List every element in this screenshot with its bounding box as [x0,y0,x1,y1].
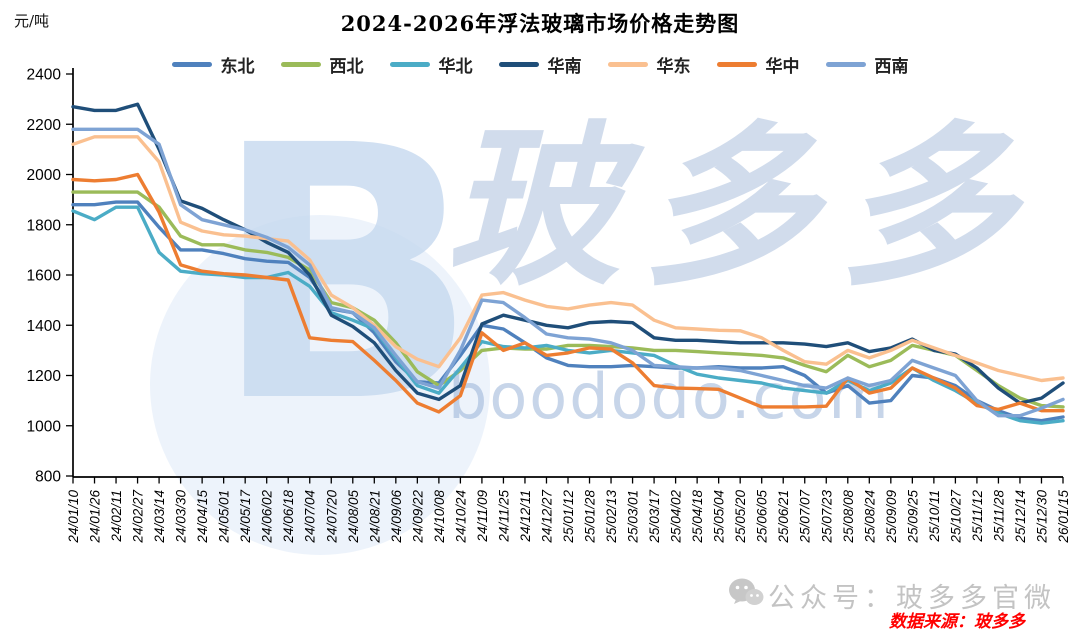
y-tick-label: 2400 [27,67,62,84]
series-line-华北 [71,205,1065,425]
x-tick-label: 24/12/27 [539,490,554,544]
series-line-西北 [71,190,1065,409]
legend-item: 华南 [498,52,582,77]
x-tick-label: 24/10/08 [432,490,447,544]
series-line-东北 [71,200,1065,423]
y-tick-label: 800 [35,469,61,486]
x-tick-label: 24/03/30 [174,490,189,544]
legend-item: 华中 [716,52,800,77]
series-line-华中 [71,172,1065,414]
x-tick-label: 25/01/12 [561,490,576,544]
legend-label: 华北 [438,57,473,77]
x-tick-label: 25/04/18 [690,490,705,544]
x-tick-label: 24/06/18 [281,490,296,544]
x-tick-label: 25/04/02 [669,490,684,544]
x-tick-label: 24/07/20 [324,490,339,544]
x-tick-label: 24/04/15 [195,490,210,544]
x-tick-label: 25/07/23 [819,490,834,544]
y-tick-label: 1600 [27,268,62,285]
x-tick-label: 25/10/27 [948,490,963,544]
x-tick-label: 25/11/28 [991,490,1006,543]
x-tick-label: 25/09/25 [905,490,920,544]
legend-item: 华北 [389,52,473,77]
y-axis-unit-label: 元/吨 [14,12,50,30]
legend-label: 东北 [220,57,255,77]
x-tick-label: 24/12/11 [518,490,533,543]
y-tick-label: 2200 [27,117,62,134]
x-tick-label: 25/08/24 [862,490,877,544]
legend-label: 华南 [547,57,582,77]
legend: 东北 西北 华北 华南 华东 华中 西南 [0,52,1080,77]
x-tick-label: 25/10/11 [927,490,942,543]
wechat-icon [729,578,764,605]
x-tick-label: 25/03/01 [626,490,641,544]
x-tick-label: 24/08/21 [367,490,382,544]
footer-watermark: 公众号：玻多多官微 [768,583,1056,614]
legend-label: 西南 [874,57,909,77]
legend-item: 西南 [825,52,909,77]
x-tick-label: 24/02/27 [131,490,146,544]
x-tick-label: 24/08/05 [346,490,361,544]
x-tick-label: 26/01/15 [1056,490,1071,544]
x-tick-label: 24/09/06 [389,490,404,544]
chart-title: 2024-2026年浮法玻璃市场价格走势图 [340,11,740,36]
x-tick-label: 25/12/30 [1034,490,1049,544]
legend-swatch [389,62,430,67]
x-tick-label: 24/11/09 [475,490,490,543]
y-tick-label: 1000 [27,418,62,435]
legend-item: 华东 [607,52,691,77]
legend-swatch [498,62,539,67]
y-tick-label: 1800 [27,217,62,234]
x-tick-label: 24/10/24 [453,490,468,544]
x-tick-label: 25/08/08 [841,490,856,544]
x-tick-label: 24/11/25 [496,490,511,543]
y-tick-label: 2000 [27,167,62,184]
x-tick-label: 24/01/26 [88,490,103,544]
legend-swatch [171,62,212,67]
x-tick-label: 25/09/09 [884,490,899,544]
x-tick-label: 24/06/02 [260,490,275,544]
legend-label: 西北 [329,57,364,77]
x-tick-label: 24/02/11 [109,490,124,543]
x-tick-label: 25/12/14 [1013,490,1028,544]
x-tick-label: 25/05/04 [712,490,727,544]
series-line-西南 [71,127,1065,418]
series-line-华东 [71,135,1065,383]
x-tick-label: 24/05/17 [238,490,253,544]
x-tick-label: 25/06/21 [776,490,791,544]
x-tick-label: 25/03/17 [647,490,662,544]
legend-swatch [716,62,757,67]
legend-label: 华中 [765,57,800,77]
x-tick-label: 25/02/13 [604,490,619,544]
x-tick-label: 25/05/20 [733,490,748,544]
legend-swatch [280,62,321,67]
x-tick-label: 24/09/22 [410,490,425,544]
x-tick-label: 24/07/04 [303,490,318,544]
x-tick-label: 24/03/14 [152,490,167,544]
x-tick-label: 25/11/12 [970,490,985,543]
x-tick-label: 25/07/07 [798,490,813,544]
x-tick-label: 25/01/28 [583,490,598,544]
legend-item: 东北 [171,52,255,77]
legend-swatch [825,62,866,67]
x-tick-label: 24/01/10 [66,490,81,544]
legend-item: 西北 [280,52,364,77]
y-tick-label: 1200 [27,368,62,385]
legend-swatch [607,62,648,67]
y-tick-label: 1400 [27,318,62,335]
data-source-note: 数据来源：玻多多 [889,612,1025,632]
x-tick-label: 25/06/05 [755,490,770,544]
legend-label: 华东 [656,57,691,77]
x-tick-label: 24/05/01 [217,490,232,544]
